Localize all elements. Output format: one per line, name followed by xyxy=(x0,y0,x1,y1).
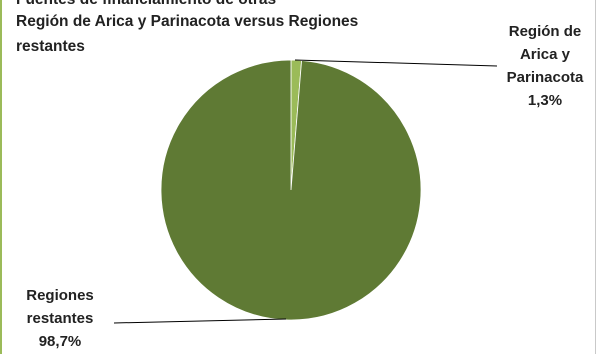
leader-line-regiones-restantes xyxy=(113,318,287,324)
slice-label-regiones-restantes: Regiones restantes 98,7% xyxy=(10,284,110,353)
chart-title-line: Región de Arica y Parinacota versus Regi… xyxy=(16,13,359,30)
slice-label-line: Región de xyxy=(508,23,582,40)
slice-label-line: Regiones xyxy=(26,287,94,304)
slice-value-label: 98,7% xyxy=(38,333,82,350)
leader-line-arica-parinacota xyxy=(294,59,498,67)
chart-title-line: restantes xyxy=(16,38,85,55)
slice-regiones-restantes xyxy=(160,59,422,321)
slice-value-label: 1,3% xyxy=(527,92,563,109)
chart-title-line: Fuentes de financiamiento de otras xyxy=(16,0,276,9)
slice-label-arica-parinacota: Región de Arica y Parinacota 1,3% xyxy=(490,20,596,112)
slice-label-line: Arica y xyxy=(519,46,571,63)
slice-label-line: Parinacota xyxy=(506,69,584,86)
slice-label-line: restantes xyxy=(26,310,94,327)
